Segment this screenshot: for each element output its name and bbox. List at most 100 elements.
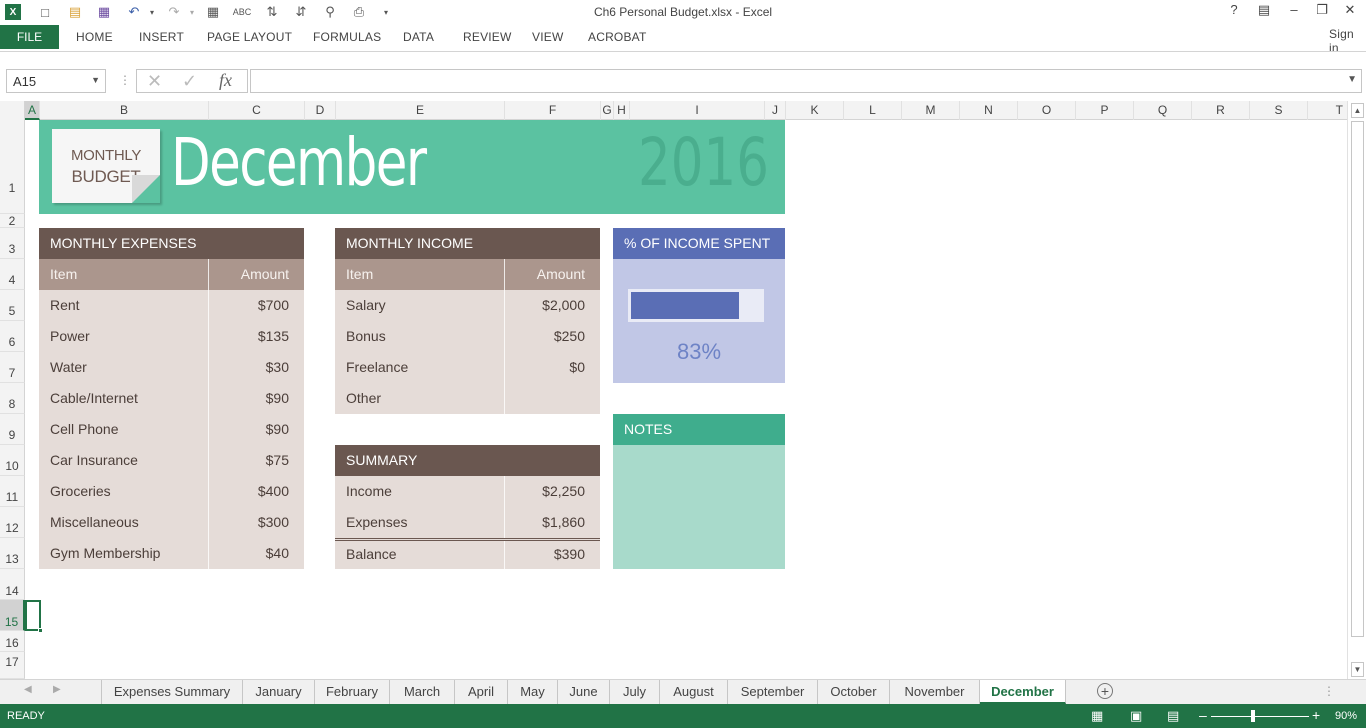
next-sheet-icon[interactable]: ▶ — [53, 684, 61, 695]
table-row[interactable]: Expenses $1,860 — [335, 507, 600, 538]
row-header[interactable]: 1 — [0, 120, 25, 214]
column-header[interactable]: B — [40, 101, 209, 120]
zoom-slider-thumb[interactable] — [1251, 710, 1255, 722]
row-header[interactable]: 12 — [0, 507, 25, 538]
table-row[interactable]: Bonus $250 — [335, 321, 600, 352]
row-header[interactable]: 11 — [0, 476, 25, 507]
table-row[interactable]: Power $135 — [39, 321, 304, 352]
column-header[interactable]: S — [1250, 101, 1308, 120]
column-header[interactable]: K — [786, 101, 844, 120]
tab-home[interactable]: HOME — [76, 30, 113, 44]
sheet-tab[interactable]: July — [610, 680, 660, 704]
sheet-tab[interactable]: August — [660, 680, 728, 704]
new-sheet-icon[interactable]: + — [1097, 683, 1113, 699]
undo-icon[interactable]: ↶ — [128, 4, 140, 19]
tab-page-layout[interactable]: PAGE LAYOUT — [207, 30, 293, 44]
column-header[interactable]: D — [305, 101, 336, 120]
worksheet-grid[interactable]: MONTHLY BUDGET December 2016 MONTHLY EXP… — [25, 120, 1347, 678]
zoom-slider-track[interactable] — [1211, 716, 1309, 717]
fill-handle[interactable] — [38, 628, 43, 633]
column-header[interactable]: L — [844, 101, 902, 120]
column-header[interactable]: T — [1335, 103, 1343, 117]
insert-function-icon[interactable]: fx — [219, 70, 232, 90]
redo-icon[interactable]: ↷ — [168, 4, 180, 19]
row-header[interactable]: 3 — [0, 228, 25, 259]
column-header[interactable]: F — [505, 101, 601, 120]
undo-dropdown-icon[interactable]: ▾ — [149, 7, 154, 17]
sheet-tab[interactable]: May — [508, 680, 558, 704]
minimize-icon[interactable]: – — [1290, 2, 1298, 17]
column-header[interactable]: C — [209, 101, 305, 120]
new-file-icon[interactable]: □ — [41, 4, 49, 20]
row-header[interactable]: 16 — [0, 631, 25, 652]
page-layout-view-icon[interactable]: ▣ — [1130, 708, 1143, 723]
scroll-thumb[interactable] — [1351, 121, 1364, 637]
chevron-down-icon[interactable]: ▼ — [91, 75, 100, 85]
sheet-tab[interactable]: April — [455, 680, 508, 704]
column-header[interactable]: I — [630, 101, 765, 120]
row-header[interactable]: 2 — [0, 214, 25, 228]
table-row[interactable]: Salary $2,000 — [335, 290, 600, 321]
sheet-tab[interactable]: February — [315, 680, 390, 704]
close-icon[interactable]: ✕ — [1344, 2, 1356, 17]
sheet-tab-active[interactable]: December — [980, 680, 1066, 704]
column-header[interactable]: N — [960, 101, 1018, 120]
row-header[interactable]: 13 — [0, 538, 25, 569]
column-header[interactable]: J — [765, 101, 786, 120]
table-row[interactable]: Freelance $0 — [335, 352, 600, 383]
tab-file[interactable]: FILE — [0, 25, 59, 49]
name-box[interactable]: A15 ▼ — [6, 69, 106, 93]
row-header[interactable]: 15 — [0, 600, 25, 631]
column-header[interactable]: M — [902, 101, 960, 120]
formula-input[interactable]: ▼ — [250, 69, 1362, 93]
open-folder-icon[interactable]: ▤ — [68, 4, 82, 19]
tab-view[interactable]: VIEW — [532, 30, 564, 44]
scroll-up-icon[interactable]: ▲ — [1351, 103, 1364, 118]
column-header[interactable]: A — [25, 101, 40, 120]
row-header[interactable]: 8 — [0, 383, 25, 414]
cancel-icon[interactable]: ✕ — [147, 71, 163, 91]
select-all-corner[interactable] — [0, 101, 25, 120]
row-header[interactable]: 9 — [0, 414, 25, 445]
row-header[interactable]: 14 — [0, 569, 25, 600]
enter-icon[interactable]: ✓ — [182, 71, 198, 91]
sheet-tab[interactable]: March — [390, 680, 455, 704]
table-row[interactable]: Miscellaneous $300 — [39, 507, 304, 538]
column-header[interactable]: H — [614, 101, 630, 120]
table-row[interactable]: Rent $700 — [39, 290, 304, 321]
spelling-icon[interactable]: ABC — [232, 7, 252, 17]
row-header[interactable]: 17 — [0, 652, 25, 679]
table-row[interactable]: Balance $390 — [335, 538, 600, 569]
table-row[interactable]: Other — [335, 383, 600, 414]
sheet-tab[interactable]: January — [243, 680, 315, 704]
table-row[interactable]: Water $30 — [39, 352, 304, 383]
table-row[interactable]: Gym Membership $40 — [39, 538, 304, 569]
sheet-tab[interactable]: November — [890, 680, 980, 704]
sign-in-link[interactable]: Sign in — [1329, 27, 1354, 55]
sort-desc-icon[interactable]: ⇵ — [295, 4, 307, 19]
scroll-down-icon[interactable]: ▼ — [1351, 662, 1364, 677]
row-header[interactable]: 10 — [0, 445, 25, 476]
table-row[interactable]: Car Insurance $75 — [39, 445, 304, 476]
sheet-tab[interactable]: September — [728, 680, 818, 704]
column-header[interactable]: Q — [1134, 101, 1192, 120]
vertical-scrollbar[interactable]: ▲ ▼ — [1347, 101, 1366, 679]
tab-insert[interactable]: INSERT — [139, 30, 184, 44]
print-preview-icon[interactable]: ⚲ — [325, 4, 335, 19]
sheet-tab[interactable]: October — [818, 680, 890, 704]
tab-acrobat[interactable]: ACROBAT — [588, 30, 647, 44]
sheet-tab[interactable]: Expenses Summary — [101, 680, 243, 704]
zoom-in-icon[interactable]: + — [1312, 707, 1321, 723]
redo-dropdown-icon[interactable]: ▾ — [189, 7, 194, 17]
tab-review[interactable]: REVIEW — [463, 30, 512, 44]
normal-view-icon[interactable]: ▦ — [1091, 708, 1104, 723]
tab-splitter-icon[interactable]: ⋮ — [1323, 684, 1335, 698]
table-row[interactable]: Groceries $400 — [39, 476, 304, 507]
row-header[interactable]: 4 — [0, 259, 25, 290]
quick-print-icon[interactable]: ⎙ — [353, 4, 365, 19]
restore-icon[interactable]: ❐ — [1316, 2, 1328, 17]
table-tool-icon[interactable]: ▦ — [206, 4, 220, 19]
zoom-out-icon[interactable]: – — [1199, 707, 1207, 723]
sheet-tab[interactable]: June — [558, 680, 610, 704]
table-row[interactable]: Income $2,250 — [335, 476, 600, 507]
